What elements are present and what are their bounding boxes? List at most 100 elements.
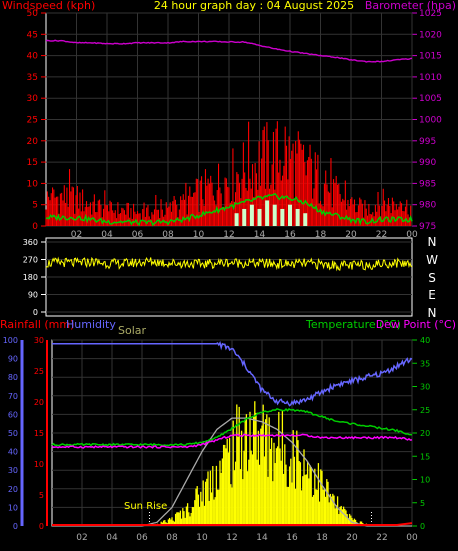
compass-w: W — [426, 253, 438, 267]
env-x-tick-label: 12 — [226, 533, 237, 543]
wind-tick-label: 30 — [27, 94, 39, 104]
rain-line — [52, 522, 413, 526]
rain-tick-label: 25 — [34, 367, 44, 376]
env-x-tick-label: 04 — [106, 533, 118, 543]
temperature-tick-label: 15 — [420, 452, 430, 461]
wind-gust-bar — [265, 200, 270, 226]
humidity-tick-label: 30 — [8, 466, 18, 475]
rain-tick-label: 5 — [39, 491, 44, 500]
barometer-tick-label: 1025 — [419, 9, 442, 19]
wind-direction-line — [45, 256, 413, 272]
env-x-tick-label: 10 — [196, 533, 208, 543]
temperature-tick-label: 5 — [420, 499, 425, 508]
env-x-tick-label: 20 — [346, 533, 358, 543]
wind-x-tick-label: 08 — [162, 230, 174, 240]
barometer-tick-label: 1020 — [419, 30, 442, 40]
barometer-tick-label: 985 — [419, 179, 436, 189]
env-x-tick-label: 18 — [316, 533, 328, 543]
wind-tick-label: 45 — [27, 30, 38, 40]
temperature-tick-label: 25 — [420, 406, 430, 415]
rainfall-label: Rainfall (mm) — [0, 318, 74, 331]
barometer-tick-label: 1000 — [419, 116, 442, 126]
wind-gust-bar — [288, 204, 292, 226]
wind-x-tick-label: 22 — [376, 230, 387, 240]
direction-layer: 0 90 180 270 360 — [23, 238, 413, 317]
humidity-tick-label: 40 — [8, 448, 18, 457]
env-x-tick-label: 16 — [286, 533, 298, 543]
compass-s: S — [428, 271, 436, 285]
wind-x-tick-label: 12 — [223, 230, 234, 240]
rain-tick-label: 15 — [34, 429, 44, 438]
barometer-tick-label: 1010 — [419, 73, 442, 83]
env-x-tick-label: 02 — [76, 533, 87, 543]
wind-tick-label: 20 — [27, 137, 39, 147]
wind-gust-bar — [303, 213, 308, 226]
wind-layer: 0510152025303540455097598098599099510001… — [27, 9, 443, 240]
temperature-line — [51, 407, 413, 447]
direction-tick-label: 180 — [23, 273, 38, 282]
env-x-tick-label: 00 — [406, 533, 418, 543]
solar-label: Solar — [118, 324, 147, 337]
sunrise-label: Sun Rise — [124, 501, 167, 512]
temperature-label: Temperature (°C) — [305, 318, 401, 331]
temperature-tick-label: 20 — [420, 429, 430, 438]
wind-tick-label: 35 — [27, 73, 38, 83]
barometer-line — [45, 39, 413, 63]
compass-n-bottom: N — [428, 306, 437, 320]
wind-gust-bar — [280, 208, 285, 226]
temperature-tick-label: 30 — [420, 383, 430, 392]
wind-gust-bar — [249, 204, 254, 226]
graph-title: 24 hour graph day : 04 August 2025 — [154, 0, 354, 12]
wind-tick-label: 40 — [27, 52, 39, 62]
rain-tick-label: 10 — [34, 460, 44, 469]
wind-x-tick-label: 10 — [193, 230, 205, 240]
env-x-tick-label: 06 — [136, 533, 148, 543]
rain-tick-label: 0 — [39, 522, 44, 531]
humidity-tick-label: 10 — [8, 503, 18, 512]
humidity-line — [52, 340, 413, 407]
rain-tick-label: 30 — [34, 336, 44, 345]
humidity-tick-label: 60 — [8, 410, 18, 419]
wind-tick-label: 0 — [32, 222, 38, 232]
wind-x-tick-label: 20 — [345, 230, 357, 240]
direction-tick-label: 0 — [33, 308, 38, 317]
wind-average-line — [45, 192, 413, 227]
wind-x-tick-label: 02 — [71, 230, 82, 240]
temperature-tick-label: 35 — [420, 359, 430, 368]
barometer-tick-label: 990 — [419, 158, 436, 168]
wind-gust-bar — [295, 208, 300, 226]
windspeed-label: Windspeed (kph) — [2, 0, 95, 12]
temperature-tick-label: 10 — [420, 476, 430, 485]
barometer-tick-label: 980 — [419, 201, 436, 211]
wind-tick-label: 15 — [27, 158, 38, 168]
wind-tick-label: 25 — [27, 116, 38, 126]
env-x-tick-label: 08 — [166, 533, 178, 543]
barometer-tick-label: 1005 — [419, 94, 442, 104]
humidity-tick-label: 20 — [8, 485, 18, 494]
wind-gust-bar — [234, 213, 239, 226]
direction-tick-label: 360 — [23, 238, 38, 247]
humidity-tick-label: 70 — [8, 392, 18, 401]
wind-gust-bar — [242, 208, 247, 226]
dewpoint-label: Dew Point (°C) — [376, 318, 456, 331]
wind-x-tick-label: 14 — [254, 230, 266, 240]
wind-x-tick-label: 18 — [315, 230, 327, 240]
temperature-tick-label: 40 — [420, 336, 430, 345]
barometer-tick-label: 995 — [419, 137, 436, 147]
humidity-tick-label: 0 — [13, 522, 18, 531]
wind-tick-label: 10 — [27, 179, 39, 189]
humidity-tick-label: 80 — [8, 373, 18, 382]
rain-tick-label: 20 — [34, 398, 44, 407]
wind-tick-label: 5 — [32, 201, 38, 211]
direction-tick-label: 90 — [28, 291, 38, 300]
env-x-tick-label: 14 — [256, 533, 268, 543]
humidity-label: Humidity — [66, 318, 116, 331]
humidity-tick-label: 50 — [8, 429, 18, 438]
direction-tick-label: 270 — [23, 256, 38, 265]
wind-gust-bar — [272, 204, 277, 226]
env-x-tick-label: 22 — [376, 533, 387, 543]
barometer-tick-label: 1015 — [419, 52, 442, 62]
wind-tick-label: 50 — [27, 9, 39, 19]
humidity-tick-label: 90 — [8, 355, 18, 364]
